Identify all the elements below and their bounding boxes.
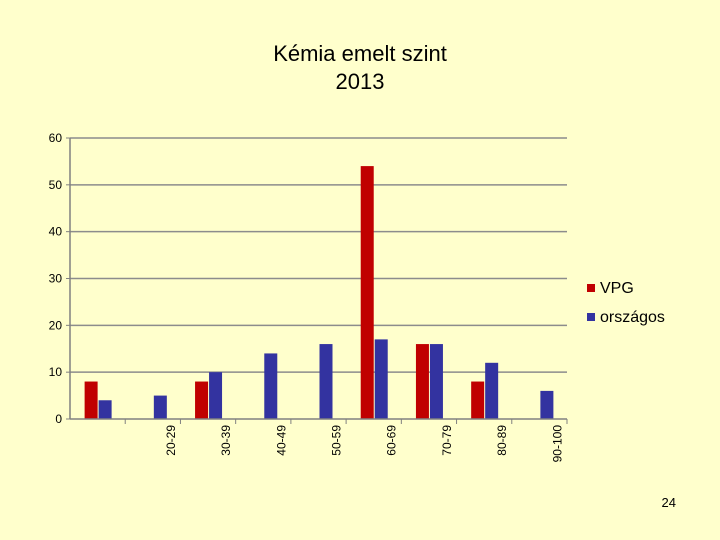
bar-országos-70-79	[429, 344, 443, 419]
bar-országos-20-29	[153, 395, 167, 419]
chart-title-line-1: Kémia emelt szint	[273, 41, 447, 66]
bar-VPG-80-89	[471, 381, 485, 419]
axes	[69, 138, 567, 420]
legend-swatch-VPG	[587, 284, 595, 292]
x-tick-label: 30-39	[219, 425, 233, 456]
y-tick-label: 10	[49, 365, 63, 379]
x-tick-label: 50-59	[330, 425, 344, 456]
x-tick-label: 60-69	[385, 425, 399, 456]
x-tick-label: 40-49	[274, 425, 288, 456]
legend: VPG országos	[587, 280, 665, 326]
x-tick-label: 20-29	[164, 425, 178, 456]
legend-label-VPG: VPG	[600, 280, 634, 297]
x-tick-label: 70-79	[440, 425, 454, 456]
x-tick-label: 90-100	[550, 425, 564, 463]
y-tick-label: 0	[55, 412, 62, 426]
gridlines	[70, 137, 567, 373]
legend-swatch-országos	[587, 313, 595, 321]
legend-label-országos: országos	[600, 309, 665, 326]
bar-országos-30-39	[209, 372, 223, 419]
bar-országos-40-49	[264, 353, 278, 419]
bar-VPG-60-69	[360, 166, 374, 419]
chart-title: Kémia emelt szint 2013	[273, 41, 447, 94]
bar-országos-90-100	[540, 390, 554, 419]
bar-országos-80-89	[485, 362, 499, 419]
y-tick-label: 30	[49, 272, 63, 286]
bar-országos-50-59	[319, 344, 333, 419]
bar-VPG-first	[84, 381, 98, 419]
bar-VPG-30-39	[195, 381, 209, 419]
y-axis-ticks: 0 10 20 30 40 50 60	[49, 131, 70, 426]
y-tick-label: 40	[49, 225, 63, 239]
y-tick-label: 20	[49, 318, 63, 332]
x-axis-ticks: 20-29 30-39 40-49 50-59 60-69 70-79 80-89 90-10…	[124, 419, 568, 463]
bar-országos-60-69	[374, 339, 388, 419]
page-number: 24	[661, 495, 676, 510]
bar-országos-first	[98, 400, 112, 419]
bars	[84, 166, 554, 419]
x-tick-label: 80-89	[495, 425, 509, 456]
chart-title-line-2: 2013	[336, 69, 385, 94]
y-tick-label: 60	[49, 131, 63, 145]
y-tick-label: 50	[49, 178, 63, 192]
bar-VPG-70-79	[415, 344, 429, 419]
